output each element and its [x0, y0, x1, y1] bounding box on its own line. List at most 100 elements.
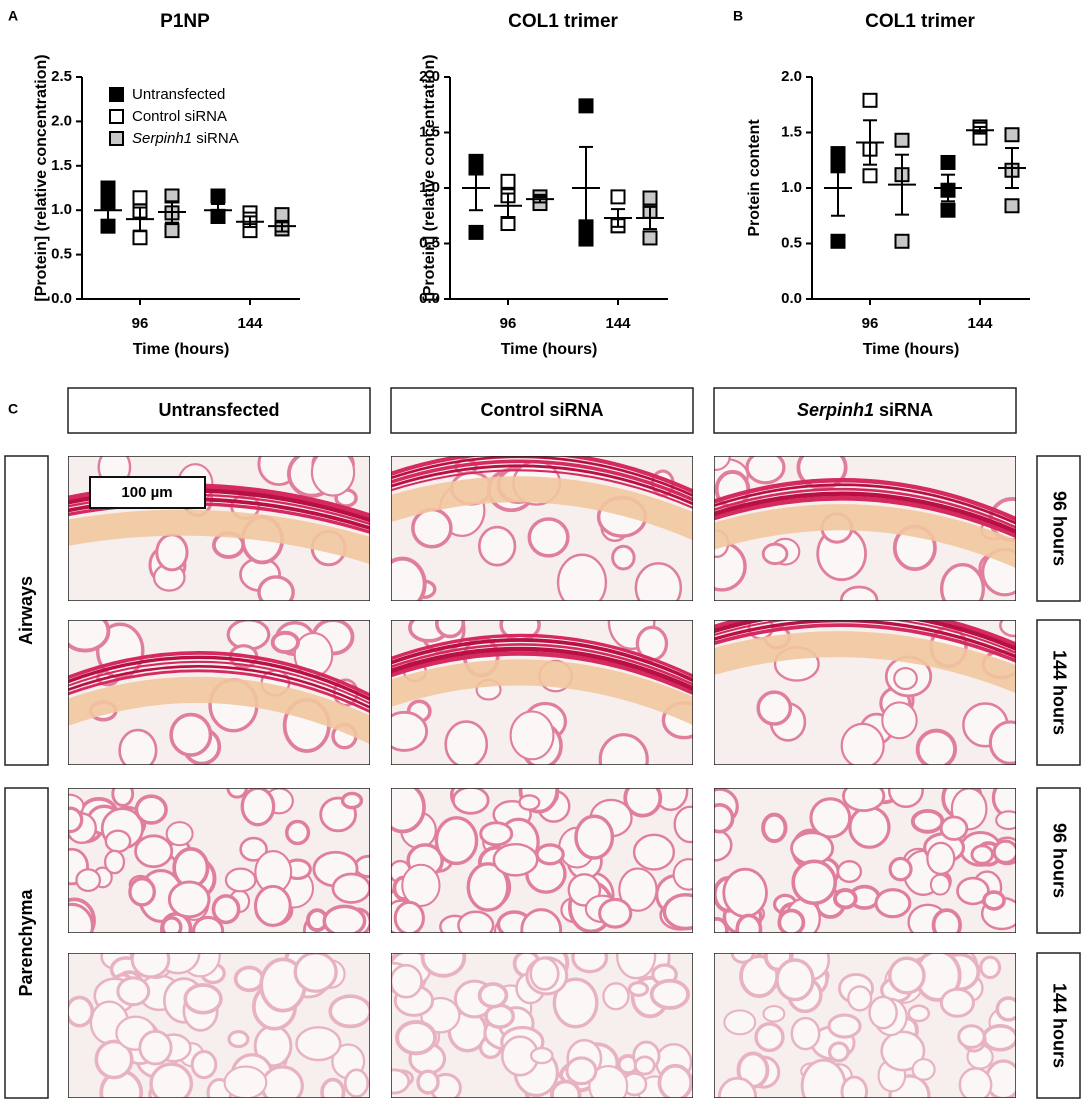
- data-point: [274, 207, 290, 223]
- column-header-box: [390, 387, 694, 434]
- row-group-label: Parenchyma: [16, 888, 36, 996]
- tissue-cell: [673, 805, 693, 844]
- row-time-label: 96 hours: [1049, 491, 1069, 566]
- x-tick-label: 144: [237, 315, 263, 332]
- error-bar: [579, 145, 593, 231]
- tissue-cell: [842, 788, 886, 813]
- tissue-cell: [714, 917, 729, 933]
- collagen-fiber: [68, 502, 370, 534]
- tissue-cell: [552, 977, 599, 1029]
- epithelium: [68, 509, 370, 564]
- histology-image: [714, 456, 1016, 601]
- tissue-cell: [68, 620, 111, 653]
- tissue-cell: [240, 788, 276, 827]
- tissue-cell: [957, 1024, 986, 1049]
- x-axis-label: Time (hours): [863, 341, 960, 358]
- tissue-cell: [391, 963, 423, 999]
- tissue-cell: [888, 856, 913, 882]
- tissue-cell: [588, 1064, 629, 1098]
- collagen-fiber: [68, 669, 370, 714]
- tissue-cell: [745, 456, 786, 485]
- tissue-cell: [602, 982, 630, 1011]
- tissue-cell: [556, 553, 608, 601]
- tissue-cell: [911, 1058, 936, 1081]
- tissue-cell: [623, 788, 663, 818]
- tissue-cell: [103, 849, 126, 875]
- tissue-cell: [520, 908, 563, 933]
- collagen-fiber: [391, 638, 693, 683]
- error-bar: [941, 173, 955, 203]
- tissue-cell: [723, 1009, 757, 1036]
- tissue-cell: [401, 863, 441, 907]
- tissue-cell: [995, 996, 1016, 1022]
- error-bar: [243, 215, 257, 229]
- scale-bar-label: 100 µm: [121, 484, 172, 501]
- tissue-cell: [320, 1077, 346, 1098]
- y-tick-label: 0.0: [51, 290, 72, 307]
- tissue-cell: [104, 829, 132, 853]
- collagen-fiber: [391, 651, 693, 696]
- tissue-cell: [509, 710, 555, 761]
- tissue-cell: [735, 913, 763, 933]
- tissue-cell: [939, 815, 969, 841]
- histology-image: [68, 788, 370, 933]
- collagen-fiber: [391, 456, 693, 494]
- tissue-cell: [775, 958, 815, 1002]
- tissue-cell: [457, 910, 495, 933]
- error-bar: [831, 159, 845, 217]
- histology-image: [68, 953, 370, 1098]
- tissue-cell: [929, 873, 951, 896]
- tissue-cell: [790, 1016, 821, 1051]
- legend-label: Serpinh1 siRNA: [132, 130, 239, 147]
- error-bar: [533, 194, 547, 204]
- chart-title: COL1 trimer: [508, 11, 618, 32]
- collagen-fiber: [68, 665, 370, 709]
- tissue-cell: [827, 1013, 862, 1039]
- data-point: [894, 132, 910, 148]
- tissue-cell: [211, 894, 241, 925]
- tissue-cell: [571, 953, 609, 974]
- legend-marker: [109, 87, 124, 102]
- tissue-cell: [395, 1019, 438, 1056]
- tissue-cell: [657, 1063, 693, 1098]
- tissue-cell: [527, 517, 570, 558]
- tissue-cell: [868, 995, 898, 1030]
- tissue-cell: [662, 892, 693, 931]
- tissue-cell: [169, 712, 213, 757]
- data-point: [1004, 198, 1020, 214]
- tissue-cell: [484, 1003, 515, 1029]
- y-tick-label: 2.5: [51, 68, 72, 85]
- tissue-cell: [756, 690, 793, 726]
- row-time-box: [1036, 619, 1081, 766]
- tissue-cell: [827, 1041, 850, 1063]
- tissue-cell: [224, 867, 257, 893]
- tissue-cell: [714, 456, 731, 472]
- tissue-cell: [340, 791, 364, 810]
- data-point: [862, 92, 878, 108]
- panel-label: B: [733, 8, 743, 24]
- epithelium: [391, 659, 693, 726]
- error-bar: [611, 208, 625, 228]
- data-point: [940, 202, 956, 218]
- column-header: Untransfected: [158, 400, 279, 420]
- tissue-cell: [227, 1030, 250, 1049]
- error-bar: [275, 219, 289, 233]
- panel-label: A: [8, 8, 18, 24]
- data-point: [610, 189, 626, 205]
- collagen-fiber: [68, 651, 370, 698]
- tissue-cell: [535, 843, 565, 866]
- collagen-fiber: [714, 491, 1016, 534]
- tissue-cell: [939, 987, 975, 1018]
- tissue-cell: [848, 805, 891, 849]
- collagen-fiber: [391, 646, 693, 691]
- legend-label: Control siRNA: [132, 108, 227, 125]
- tissue-cell: [477, 525, 517, 567]
- tissue-cell: [160, 916, 183, 933]
- tissue-cell: [565, 1056, 598, 1086]
- collagen-fiber: [391, 464, 693, 506]
- collagen-fiber: [391, 633, 693, 679]
- data-point: [164, 223, 180, 239]
- panel-label: C: [8, 401, 18, 417]
- tissue-cell: [391, 556, 427, 601]
- histology-image: [391, 953, 693, 1098]
